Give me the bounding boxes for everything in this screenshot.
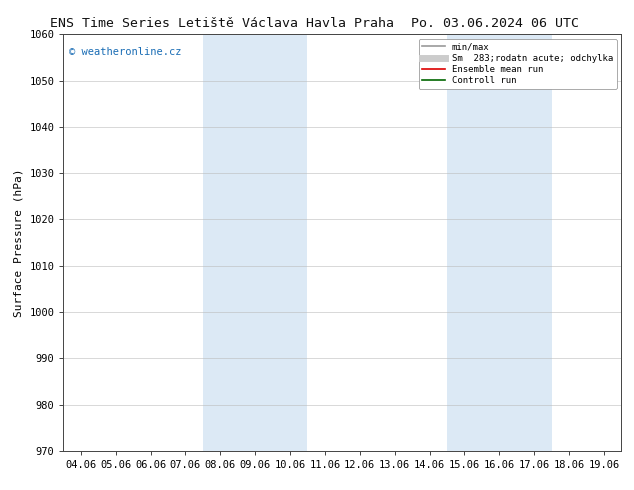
Y-axis label: Surface Pressure (hPa): Surface Pressure (hPa) (14, 168, 24, 317)
Legend: min/max, Sm  283;rodatn acute; odchylka, Ensemble mean run, Controll run: min/max, Sm 283;rodatn acute; odchylka, … (418, 39, 617, 89)
Bar (203, 34, 307, 451)
Text: © weatheronline.cz: © weatheronline.cz (69, 47, 181, 57)
Text: Po. 03.06.2024 06 UTC: Po. 03.06.2024 06 UTC (411, 17, 578, 30)
Text: ENS Time Series Letiště Václava Havla Praha: ENS Time Series Letiště Václava Havla Pr… (50, 17, 394, 30)
Bar (447, 34, 552, 451)
